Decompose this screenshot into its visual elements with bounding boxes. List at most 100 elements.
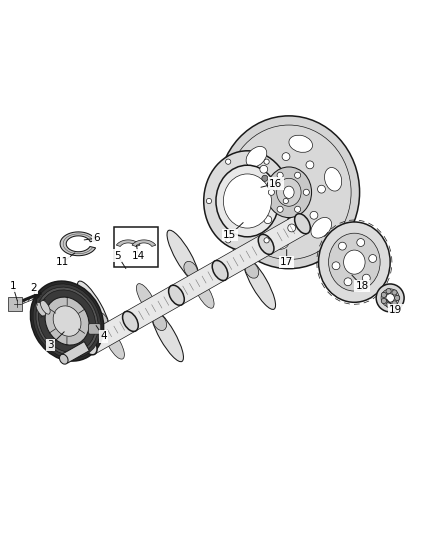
Ellipse shape bbox=[60, 354, 68, 364]
FancyBboxPatch shape bbox=[8, 297, 21, 311]
Circle shape bbox=[206, 198, 212, 204]
Circle shape bbox=[277, 172, 283, 179]
Ellipse shape bbox=[39, 290, 95, 352]
Circle shape bbox=[381, 298, 386, 304]
Ellipse shape bbox=[194, 279, 214, 308]
Text: 19: 19 bbox=[389, 305, 403, 315]
Ellipse shape bbox=[265, 232, 289, 249]
Text: 6: 6 bbox=[93, 233, 100, 243]
Ellipse shape bbox=[212, 261, 228, 280]
Ellipse shape bbox=[245, 262, 259, 278]
Text: 4: 4 bbox=[100, 332, 106, 341]
Ellipse shape bbox=[318, 222, 390, 302]
Ellipse shape bbox=[78, 281, 110, 333]
Text: 16: 16 bbox=[269, 179, 283, 189]
Circle shape bbox=[392, 301, 397, 306]
Ellipse shape bbox=[295, 214, 310, 234]
Ellipse shape bbox=[94, 312, 108, 329]
Ellipse shape bbox=[311, 217, 332, 238]
Circle shape bbox=[260, 165, 268, 173]
Text: 1: 1 bbox=[10, 281, 16, 291]
Circle shape bbox=[252, 191, 260, 199]
Ellipse shape bbox=[289, 135, 313, 152]
Ellipse shape bbox=[229, 231, 248, 261]
Text: 18: 18 bbox=[356, 281, 369, 291]
Circle shape bbox=[294, 172, 300, 179]
Polygon shape bbox=[125, 286, 182, 331]
Circle shape bbox=[332, 262, 340, 270]
Text: 2: 2 bbox=[30, 284, 37, 293]
Ellipse shape bbox=[236, 193, 253, 217]
Ellipse shape bbox=[223, 174, 272, 228]
Circle shape bbox=[264, 238, 269, 243]
Circle shape bbox=[303, 189, 309, 195]
Ellipse shape bbox=[151, 310, 184, 362]
Ellipse shape bbox=[226, 125, 351, 260]
Circle shape bbox=[392, 290, 397, 295]
Ellipse shape bbox=[246, 147, 267, 167]
FancyBboxPatch shape bbox=[88, 324, 101, 334]
Circle shape bbox=[294, 206, 300, 212]
Circle shape bbox=[277, 206, 283, 212]
Circle shape bbox=[306, 161, 314, 169]
Ellipse shape bbox=[277, 179, 301, 206]
Circle shape bbox=[262, 175, 268, 181]
Circle shape bbox=[386, 288, 391, 294]
Ellipse shape bbox=[167, 230, 199, 282]
Ellipse shape bbox=[284, 186, 294, 198]
Text: 11: 11 bbox=[56, 257, 69, 267]
Ellipse shape bbox=[204, 151, 291, 251]
Text: 14: 14 bbox=[131, 251, 145, 261]
Ellipse shape bbox=[53, 306, 81, 336]
Circle shape bbox=[395, 295, 400, 301]
Circle shape bbox=[283, 198, 288, 204]
Text: 17: 17 bbox=[280, 257, 293, 267]
Ellipse shape bbox=[325, 167, 342, 191]
Text: 3: 3 bbox=[48, 340, 54, 350]
Polygon shape bbox=[261, 214, 308, 254]
Ellipse shape bbox=[33, 284, 101, 358]
Circle shape bbox=[369, 255, 377, 262]
Polygon shape bbox=[117, 240, 140, 246]
Ellipse shape bbox=[328, 233, 380, 291]
Ellipse shape bbox=[45, 297, 89, 345]
Circle shape bbox=[288, 224, 296, 232]
Circle shape bbox=[344, 278, 352, 286]
Circle shape bbox=[376, 284, 404, 312]
Ellipse shape bbox=[243, 257, 276, 310]
Circle shape bbox=[268, 189, 275, 195]
Ellipse shape bbox=[184, 261, 198, 278]
Polygon shape bbox=[132, 240, 156, 246]
Circle shape bbox=[381, 289, 399, 307]
Ellipse shape bbox=[258, 235, 274, 254]
FancyBboxPatch shape bbox=[114, 227, 158, 266]
Ellipse shape bbox=[81, 335, 97, 355]
Circle shape bbox=[357, 239, 365, 246]
Circle shape bbox=[264, 159, 269, 164]
Ellipse shape bbox=[30, 281, 104, 361]
Circle shape bbox=[318, 185, 325, 193]
Circle shape bbox=[282, 152, 290, 160]
Ellipse shape bbox=[266, 167, 311, 217]
Ellipse shape bbox=[123, 311, 138, 332]
Polygon shape bbox=[171, 261, 226, 305]
Polygon shape bbox=[62, 342, 89, 363]
Circle shape bbox=[362, 274, 370, 282]
Circle shape bbox=[381, 292, 386, 297]
Ellipse shape bbox=[36, 287, 98, 355]
Circle shape bbox=[226, 238, 231, 243]
Polygon shape bbox=[60, 232, 96, 256]
Circle shape bbox=[310, 212, 318, 219]
Ellipse shape bbox=[216, 165, 279, 237]
Circle shape bbox=[226, 159, 231, 164]
Ellipse shape bbox=[40, 300, 50, 314]
Circle shape bbox=[339, 242, 346, 250]
Ellipse shape bbox=[218, 116, 360, 269]
Ellipse shape bbox=[153, 314, 166, 330]
Circle shape bbox=[386, 302, 391, 308]
Text: 5: 5 bbox=[114, 251, 121, 261]
Polygon shape bbox=[84, 312, 136, 354]
Ellipse shape bbox=[36, 302, 46, 317]
Ellipse shape bbox=[136, 284, 156, 313]
Text: 15: 15 bbox=[223, 230, 237, 240]
